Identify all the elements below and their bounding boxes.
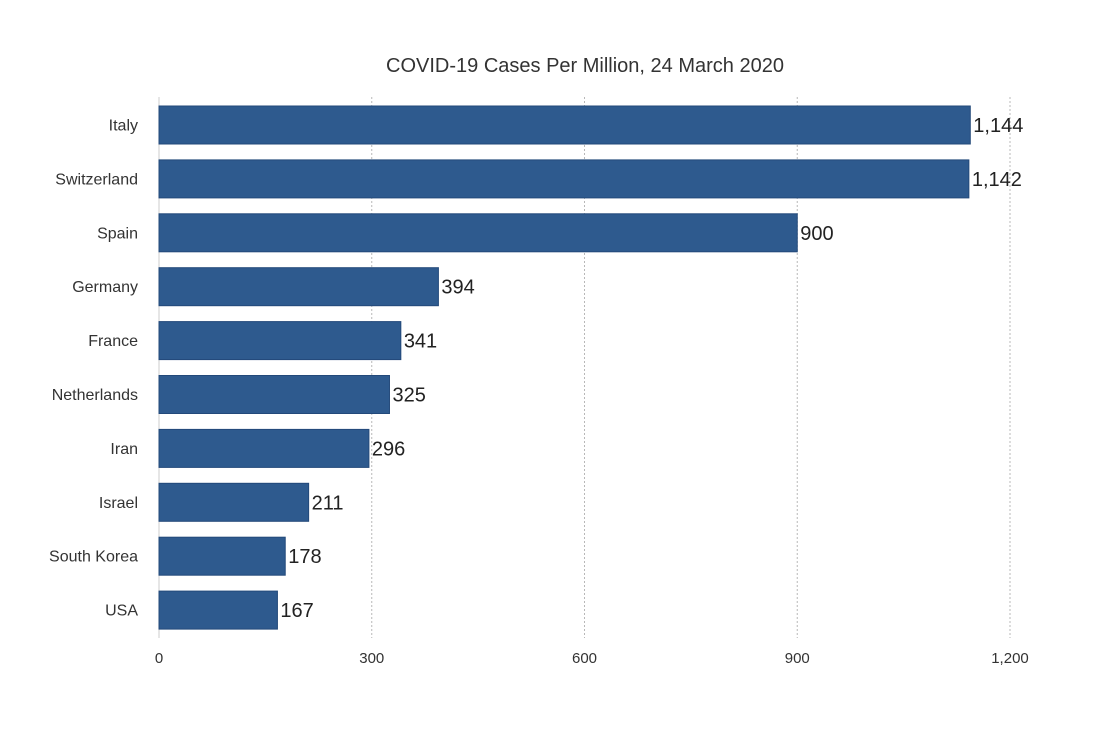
bar: [158, 159, 970, 199]
value-label: 341: [404, 331, 437, 353]
category-labels: Italy Switzerland Spain Germany France Nether…: [49, 118, 138, 620]
chart-title: COVID-19 Cases Per Million, 24 March 202…: [386, 55, 784, 77]
x-tick-label: 600: [572, 650, 597, 667]
value-label: 1,144: [973, 115, 1023, 137]
bar: [158, 482, 310, 522]
bar: [158, 105, 971, 145]
category-label: France: [88, 333, 138, 350]
bar: [158, 590, 278, 630]
category-label: South Korea: [49, 549, 138, 566]
value-label: 178: [288, 546, 321, 568]
x-tick-label: 1,200: [991, 650, 1029, 667]
bars: [158, 105, 971, 630]
x-tick-label: 300: [359, 650, 384, 667]
category-label: Netherlands: [52, 387, 138, 404]
bar: [158, 536, 286, 576]
category-label: Switzerland: [55, 171, 138, 188]
category-label: Iran: [110, 441, 138, 458]
value-label: 1,142: [972, 169, 1022, 191]
x-tick-label: 900: [785, 650, 810, 667]
bar: [158, 213, 798, 253]
value-label: 296: [372, 438, 405, 460]
value-label: 211: [312, 492, 344, 514]
value-label: 900: [800, 223, 833, 245]
category-label: Italy: [109, 118, 138, 135]
bar: [158, 375, 390, 414]
value-label: 394: [441, 277, 474, 299]
x-tick-label: 0: [155, 650, 163, 667]
value-label: 167: [280, 600, 313, 622]
bar: [158, 321, 402, 361]
bar: [158, 267, 439, 307]
category-label: Spain: [97, 225, 138, 242]
x-axis-ticks: 0 300 600 900 1,200: [155, 650, 1029, 667]
category-label: Israel: [99, 495, 138, 512]
bar: [158, 428, 370, 468]
category-label: Germany: [72, 279, 138, 296]
value-labels: 1,144 1,142 900 394 341 325 296 211 178 167: [280, 115, 1023, 622]
category-label: USA: [105, 603, 138, 620]
value-label: 325: [392, 385, 425, 407]
